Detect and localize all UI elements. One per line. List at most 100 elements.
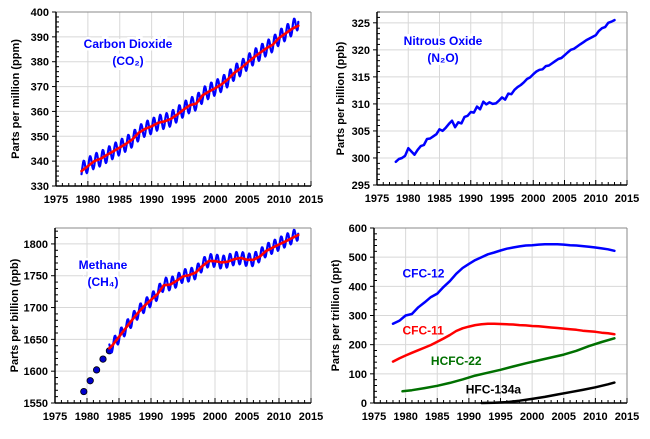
x-tick-label: 2010 [267, 411, 291, 423]
panel-title: Methane [79, 258, 128, 272]
y-tick-label: 1600 [24, 366, 48, 378]
y-tick-label: 370 [31, 82, 49, 94]
x-tick-label: 1980 [396, 193, 420, 205]
y-tick-label: 400 [349, 281, 367, 293]
data-point [86, 377, 94, 385]
x-tick-label: 1980 [75, 411, 99, 423]
y-tick-label: 380 [31, 57, 49, 69]
y-tick-label: 1800 [24, 239, 48, 251]
y-tick-label: 1750 [24, 271, 48, 283]
x-tick-label: 1995 [488, 411, 512, 423]
y-tick-label: 300 [352, 153, 370, 165]
y-tick-label: 350 [31, 131, 49, 143]
y-tick-label: 100 [349, 369, 367, 381]
series-line-cfc-11 [391, 322, 616, 363]
panel-subtitle: (N₂O) [427, 51, 458, 65]
series-label: CFC-11 [402, 323, 444, 337]
co2-panel: 1975 1980 1985 1990 1995 2000 2005 2010 2015 330 3… [10, 7, 323, 206]
data-point [99, 355, 107, 363]
panel-title-halo: Nitrous Oxide [404, 34, 483, 48]
x-tick-label: 2010 [583, 411, 607, 423]
x-tick-label: 1980 [393, 411, 417, 423]
series-label: CFC-12 [402, 267, 444, 281]
panel-title: Nitrous Oxide [404, 34, 483, 48]
y-axis-title: Parts per trillion (ppt) [330, 259, 342, 371]
x-tick-label: 1985 [107, 411, 131, 423]
y-tick-label: 340 [31, 156, 49, 168]
x-tick-label: 2010 [267, 194, 291, 206]
panel-subtitle: (CO₂) [112, 54, 143, 68]
x-tick-label: 1975 [44, 194, 68, 206]
data-point [80, 387, 88, 396]
series-line-monthly [108, 228, 300, 354]
x-tick-label: 1995 [171, 194, 195, 206]
x-tick-label: 1975 [43, 411, 67, 423]
y-axis-title: Parts per billion (ppb) [9, 258, 21, 372]
x-tick-label: 2000 [521, 193, 545, 205]
series-label: HFC-134a [466, 382, 522, 396]
panel-title-halo: (N₂O) [427, 51, 458, 65]
x-tick-label: 2015 [299, 411, 323, 423]
data-point [93, 366, 101, 374]
y-axis-title: Parts per million (ppm) [10, 39, 22, 159]
y-tick-label: 300 [349, 311, 367, 323]
y-tick-label: 320 [352, 45, 370, 57]
x-tick-label: 1990 [139, 194, 163, 206]
series-line-cfc-12 [391, 243, 616, 325]
x-tick-label: 2015 [615, 411, 639, 423]
y-tick-label: 330 [31, 181, 49, 193]
panel-title-halo: (CO₂) [112, 54, 143, 68]
series-line-trend [108, 233, 300, 350]
x-tick-label: 1975 [362, 411, 386, 423]
x-tick-label: 1995 [490, 193, 514, 205]
series-line-hfc-134a [480, 381, 616, 405]
panel-title-halo: (CH₄) [87, 275, 118, 289]
y-tick-label: 0 [361, 398, 367, 410]
y-tick-label: 360 [31, 106, 49, 118]
series-line-hcfc-22 [401, 337, 616, 393]
ch4-panel: 1975 1980 1985 1990 1995 2000 2005 2010 2015 1550… [9, 227, 323, 423]
y-tick-label: 305 [352, 126, 370, 138]
x-tick-label: 2005 [235, 411, 259, 423]
cfc-panel: 1975 1980 1985 1990 1995 2000 2005 2010 2015 0 100… [330, 223, 639, 423]
y-tick-label: 400 [31, 7, 49, 19]
x-tick-label: 2000 [520, 411, 544, 423]
y-tick-label: 390 [31, 32, 49, 44]
x-tick-label: 1985 [108, 194, 132, 206]
y-tick-label: 315 [352, 72, 370, 84]
series-label: HCFC-22 [431, 354, 482, 368]
n2o-panel: 1975 1980 1985 1990 1995 2000 2005 2010 2015 295 3… [335, 11, 639, 205]
y-tick-label: 200 [349, 340, 367, 352]
y-tick-label: 295 [352, 180, 370, 192]
y-tick-label: 1700 [24, 303, 48, 315]
x-tick-label: 2005 [552, 193, 576, 205]
x-tick-label: 2005 [552, 411, 576, 423]
series-line-monthly [80, 17, 300, 176]
y-axis-title: Parts per billion (ppb) [335, 41, 347, 155]
panel-title-halo: Methane [79, 258, 128, 272]
panel-title-halo: Carbon Dioxide [84, 37, 173, 51]
series-line-n2o [394, 18, 616, 164]
series-line-trend [80, 24, 300, 173]
y-tick-label: 325 [352, 18, 370, 30]
y-tick-label: 1650 [24, 334, 48, 346]
y-tick-label: 1550 [24, 398, 48, 410]
x-tick-label: 2000 [203, 411, 227, 423]
x-tick-label: 2005 [235, 194, 259, 206]
x-tick-label: 1990 [139, 411, 163, 423]
y-tick-label: 600 [349, 223, 367, 235]
x-tick-label: 2010 [584, 193, 608, 205]
x-tick-label: 1985 [425, 411, 449, 423]
x-tick-label: 1985 [427, 193, 451, 205]
x-tick-label: 1995 [171, 411, 195, 423]
x-tick-label: 1975 [365, 193, 389, 205]
x-tick-label: 1990 [457, 411, 481, 423]
x-tick-label: 2015 [299, 194, 323, 206]
x-tick-label: 1980 [76, 194, 100, 206]
y-tick-label: 310 [352, 99, 370, 111]
x-tick-label: 2000 [203, 194, 227, 206]
x-tick-label: 1990 [459, 193, 483, 205]
y-tick-label: 500 [349, 252, 367, 264]
panel-subtitle: (CH₄) [87, 275, 118, 289]
